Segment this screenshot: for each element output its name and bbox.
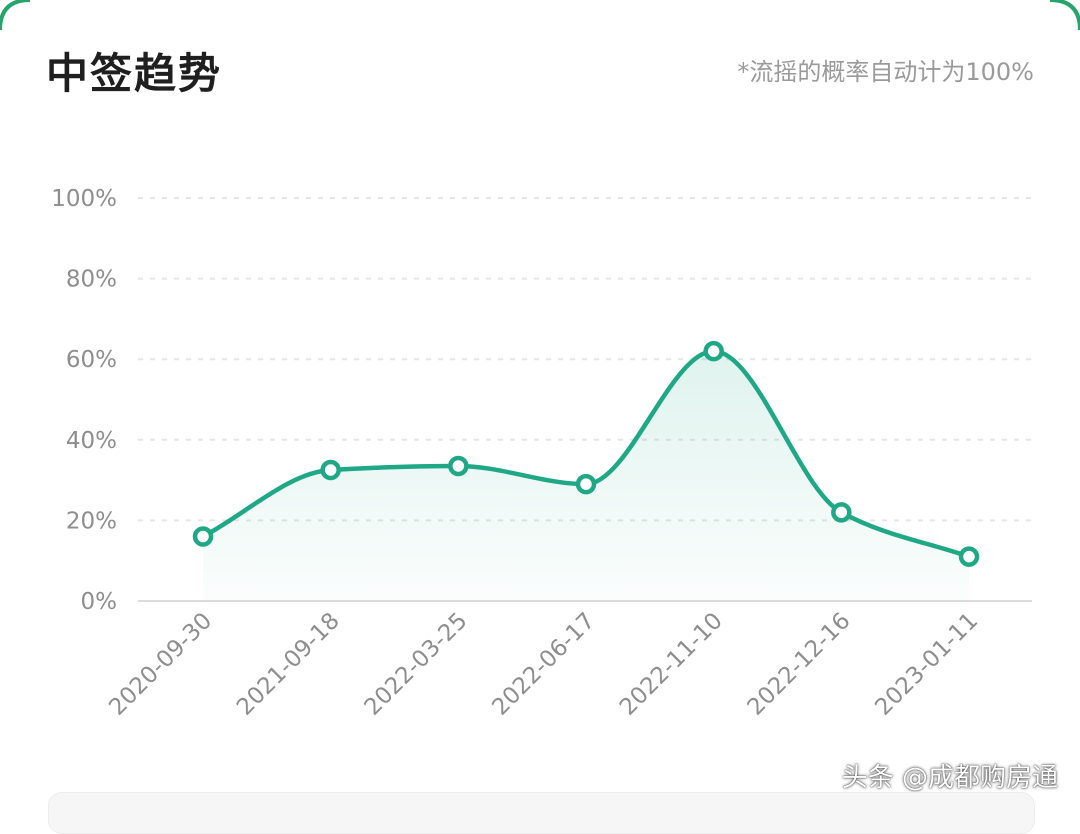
x-tick-label: 2022-12-16 — [743, 608, 856, 721]
y-tick-label: 80% — [66, 267, 117, 293]
data-point — [958, 546, 980, 567]
data-point — [703, 340, 724, 362]
data-points — [192, 340, 980, 567]
x-tick-label: 2021-09-18 — [232, 608, 345, 721]
trend-chart: 0%20%40%60%80%100% 2020-09-30 2021-09-18 2… — [51, 186, 1032, 721]
data-point — [575, 473, 597, 495]
probability-note: *流摇的概率自动计为100% — [737, 58, 1034, 86]
x-tick-label: 2022-03-25 — [360, 608, 473, 721]
bottom-panel — [48, 792, 1035, 834]
chart-title: 中签趋势 — [46, 49, 223, 98]
y-tick-label: 100% — [51, 186, 117, 212]
y-tick-label: 60% — [66, 347, 117, 373]
x-axis-ticks: 2020-09-30 2021-09-18 2022-03-25 2022-06-17… — [104, 608, 983, 721]
data-point — [192, 526, 214, 547]
x-tick-label: 2023-01-11 — [870, 608, 983, 721]
y-tick-label: 20% — [66, 508, 117, 534]
data-point — [448, 455, 469, 477]
area-fill — [203, 351, 969, 601]
y-axis-ticks: 0% 20% 40% 60% 80% 100% — [51, 186, 117, 615]
data-point — [831, 502, 852, 523]
watermark: 头条 @成都购房通 — [841, 763, 1058, 793]
data-point — [320, 459, 341, 481]
y-tick-label: 0% — [81, 589, 118, 615]
y-tick-label: 40% — [66, 428, 117, 454]
x-tick-label: 2022-06-17 — [487, 608, 600, 721]
x-tick-label: 2020-09-30 — [104, 608, 217, 721]
x-tick-label: 2022-11-10 — [615, 608, 728, 721]
